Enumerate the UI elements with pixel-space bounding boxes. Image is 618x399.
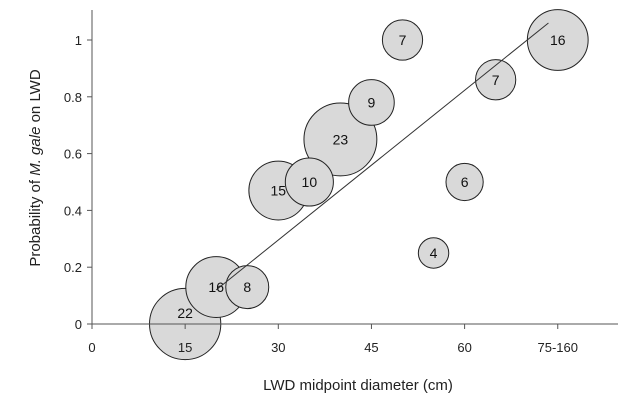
x-tick-label-5: 75-160 — [538, 340, 578, 355]
bubble-label-4: 10 — [302, 174, 318, 190]
bubble-6 — [348, 79, 395, 126]
y-axis-title: Probability of M. gale on LWD — [27, 69, 44, 267]
labels-layer: 22 16 8 15 10 23 9 7 4 6 7 16 — [177, 32, 565, 321]
x-tick-label-1: 15 — [178, 340, 192, 355]
y-axis-title-part-1: M. gale — [27, 127, 44, 176]
y-tick-label-0: 0 — [75, 317, 82, 332]
bubble-label-6: 9 — [368, 94, 376, 110]
bubble-9 — [445, 162, 484, 202]
bubble-label-7: 7 — [399, 32, 407, 48]
bubble-label-2: 8 — [243, 279, 251, 295]
trend-line — [215, 22, 549, 291]
axes: 0 15 30 45 60 75-160 0 0.2 0.4 0.6 0.8 1 — [64, 10, 618, 355]
bubble-8 — [417, 237, 450, 269]
bubble-10 — [475, 59, 517, 101]
bubble-label-11: 16 — [550, 32, 566, 48]
x-tick-label-2: 30 — [271, 340, 285, 355]
bubble-label-9: 6 — [461, 174, 469, 190]
y-axis-title-part-2: on LWD — [27, 69, 44, 126]
bubble-label-3: 15 — [271, 183, 287, 199]
x-tick-label-4: 60 — [457, 340, 471, 355]
y-tick-label-5: 1 — [75, 33, 82, 48]
y-axis-title-part-0: Probability of — [27, 176, 44, 267]
bubble-7 — [381, 19, 424, 61]
bubble-label-1: 16 — [208, 279, 224, 295]
y-tick-label-3: 0.6 — [64, 147, 82, 162]
y-tick-label-2: 0.4 — [64, 203, 82, 218]
bubble-4 — [284, 157, 334, 207]
bubble-label-8: 4 — [430, 245, 438, 261]
x-axis-title: LWD midpoint diameter (cm) — [263, 377, 453, 394]
bubble-label-10: 7 — [492, 72, 500, 88]
y-tick-label-1: 0.2 — [64, 260, 82, 275]
x-tick-label-3: 45 — [364, 340, 378, 355]
x-tick-label-0: 0 — [88, 340, 95, 355]
bubble-label-5: 23 — [333, 131, 349, 147]
bubble-label-0: 22 — [177, 305, 193, 321]
y-tick-label-4: 0.8 — [64, 90, 82, 105]
bubbles-layer — [149, 9, 589, 361]
